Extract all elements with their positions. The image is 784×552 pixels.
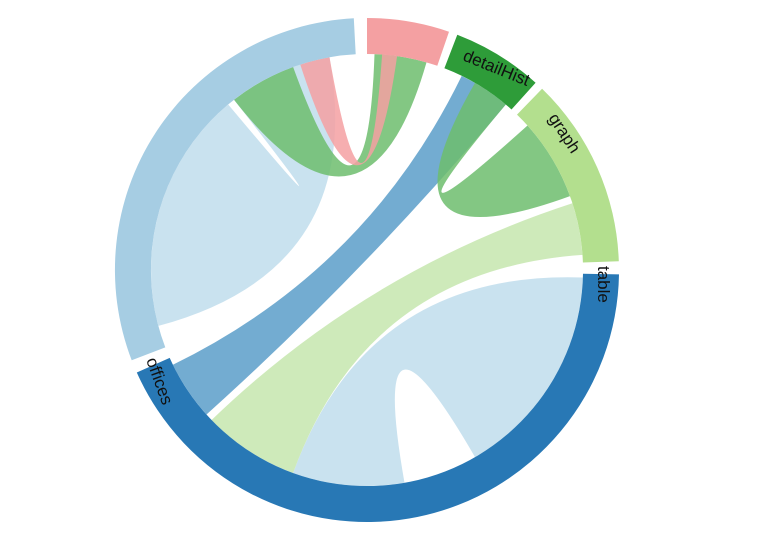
chord-ribbons <box>151 54 583 486</box>
ribbon-table-detailHist <box>172 75 506 415</box>
arc-graph <box>517 88 619 263</box>
ribbon-offices-green <box>234 54 427 177</box>
arc-table <box>136 273 620 523</box>
label-table: table <box>594 266 613 303</box>
arc-offices <box>114 18 356 361</box>
group-arcs <box>114 17 620 523</box>
ribbon-table-graph <box>211 203 583 474</box>
ribbon-pink <box>300 54 398 166</box>
arc-detailHist <box>444 34 536 110</box>
arc-group-pink <box>367 17 449 66</box>
ribbon-graph-green <box>437 82 570 218</box>
ribbon-table-self <box>293 277 583 486</box>
